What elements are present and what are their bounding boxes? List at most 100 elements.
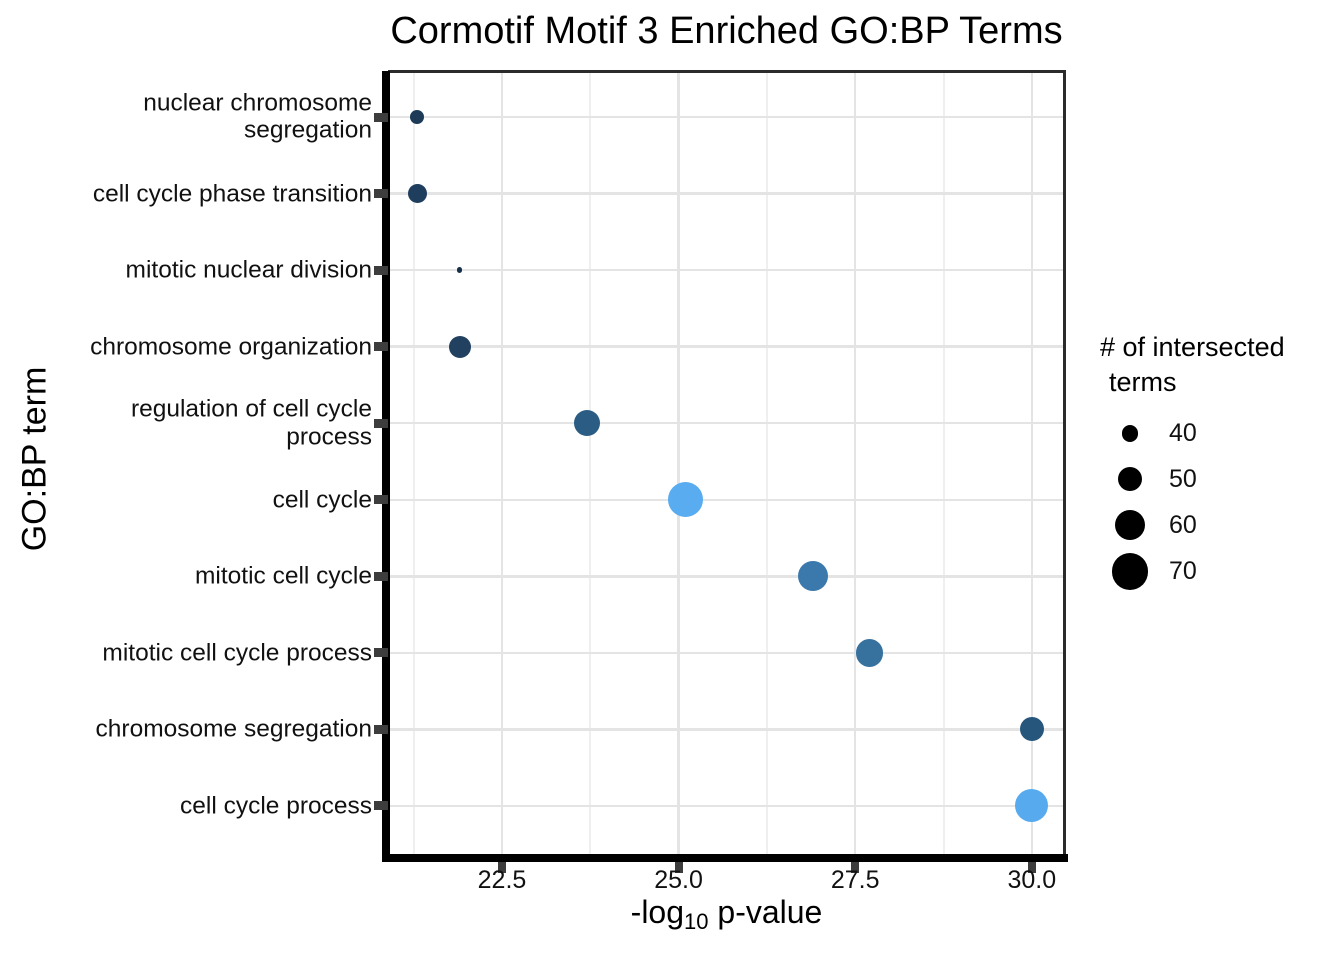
- y-axis-label-line: process: [286, 423, 372, 451]
- y-axis-label-line: nuclear chromosome: [143, 89, 372, 117]
- y-axis-label-line: segregation: [243, 117, 372, 144]
- legend-key: [1100, 509, 1160, 541]
- minor-gridline-vertical: [412, 72, 415, 855]
- y-tick-mark: [374, 495, 388, 505]
- data-point: [668, 482, 704, 518]
- y-axis-label: cell cycle phase transition: [0, 180, 372, 207]
- legend-title-line1: # of intersected: [1100, 332, 1285, 362]
- legend-items: 40 50 60 70: [1100, 410, 1344, 594]
- chart-title: Cormotif Motif 3 Enriched GO:BP Terms: [390, 10, 1063, 52]
- major-gridline-horizontal: [390, 192, 1063, 195]
- y-axis-label: nuclear chromosome segregation: [0, 90, 372, 145]
- data-point: [448, 335, 471, 358]
- y-axis-label-line: chromosome organization: [90, 332, 372, 360]
- y-axis-label: mitotic cell cycle process: [0, 639, 372, 666]
- data-point: [797, 561, 828, 592]
- x-tick-mark: [1027, 862, 1036, 873]
- legend-value-label: 40: [1169, 418, 1197, 447]
- y-axis-label-line: mitotic nuclear division: [125, 256, 372, 284]
- y-axis-label: cell cycle process: [0, 792, 372, 819]
- legend-title: # of intersected terms: [1100, 330, 1344, 400]
- y-axis-label: chromosome organization: [0, 333, 372, 360]
- data-point: [456, 267, 463, 273]
- y-tick-mark: [374, 265, 388, 275]
- y-tick-mark: [374, 571, 388, 581]
- x-tick-label: 22.5: [477, 866, 527, 894]
- legend-key-circle: [1118, 467, 1142, 492]
- y-axis-line: [382, 71, 390, 862]
- y-axis-label-line: cell cycle phase transition: [92, 179, 372, 207]
- y-tick-mark: [374, 342, 388, 352]
- legend-key-circle: [1111, 552, 1149, 590]
- y-tick-mark: [374, 801, 388, 811]
- legend-value-label: 70: [1169, 556, 1197, 585]
- size-legend: # of intersected terms 40 50 60 70: [1100, 330, 1344, 594]
- major-gridline-vertical: [1030, 72, 1034, 855]
- panel-border-right: [1063, 70, 1066, 858]
- x-axis-title-prefix: -log: [630, 894, 685, 930]
- y-axis-label: cell cycle: [0, 486, 372, 513]
- major-gridline-horizontal: [390, 804, 1063, 808]
- data-point: [573, 410, 600, 437]
- legend-item: 70: [1100, 548, 1344, 594]
- x-tick-label: 30.0: [1007, 866, 1057, 894]
- x-axis-line: [382, 854, 1068, 862]
- major-gridline-vertical: [853, 72, 857, 855]
- legend-item: 50: [1100, 456, 1344, 502]
- x-tick-label: 25.0: [654, 866, 703, 894]
- y-tick-mark: [374, 418, 388, 428]
- x-axis-title-subscript: 10: [684, 909, 709, 934]
- y-axis-label: mitotic nuclear division: [0, 256, 372, 283]
- data-point: [1019, 717, 1044, 742]
- data-point: [1015, 789, 1049, 823]
- y-axis-label: mitotic cell cycle: [0, 563, 372, 590]
- major-gridline-horizontal: [390, 728, 1063, 731]
- x-axis-title-suffix: p-value: [708, 894, 823, 930]
- panel-border-top: [388, 70, 1066, 73]
- legend-item: 40: [1100, 410, 1344, 456]
- y-axis-label-line: cell cycle process: [180, 792, 372, 820]
- minor-gridline-vertical: [589, 72, 592, 855]
- y-axis-label-line: mitotic cell cycle process: [102, 639, 372, 667]
- data-point: [410, 109, 425, 125]
- major-gridline-vertical: [677, 72, 680, 855]
- legend-value-label: 50: [1169, 464, 1197, 493]
- legend-key: [1100, 424, 1160, 442]
- y-tick-mark: [374, 112, 388, 122]
- data-point: [855, 639, 883, 667]
- y-axis-label-line: cell cycle: [272, 486, 372, 514]
- data-point: [407, 184, 427, 204]
- legend-value-label: 60: [1169, 510, 1197, 539]
- x-axis-title: -log10 p-value: [390, 894, 1063, 934]
- legend-item: 60: [1100, 502, 1344, 548]
- major-gridline-horizontal: [390, 498, 1063, 501]
- y-axis-label: regulation of cell cycle process: [0, 396, 372, 451]
- major-gridline-horizontal: [390, 268, 1063, 272]
- major-gridline-horizontal: [390, 421, 1063, 425]
- y-tick-mark: [374, 189, 388, 199]
- x-tick-label: 27.5: [830, 866, 880, 894]
- y-axis-label-line: regulation of cell cycle: [130, 395, 372, 423]
- y-axis-label-line: mitotic cell cycle: [195, 562, 372, 590]
- legend-title-line2: terms: [1109, 367, 1177, 398]
- y-axis-title: GO:BP term: [15, 366, 54, 552]
- y-axis-label-line: chromosome segregation: [95, 715, 372, 743]
- legend-key-circle: [1121, 424, 1139, 442]
- major-gridline-vertical: [500, 72, 504, 855]
- major-gridline-horizontal: [390, 115, 1063, 119]
- legend-key: [1100, 467, 1160, 492]
- plot-panel: [390, 72, 1063, 855]
- minor-gridline-vertical: [942, 72, 945, 855]
- major-gridline-horizontal: [390, 345, 1063, 348]
- x-tick-mark: [851, 862, 860, 873]
- legend-key: [1100, 552, 1160, 590]
- x-tick-mark: [498, 862, 506, 873]
- major-gridline-horizontal: [390, 651, 1063, 655]
- minor-gridline-vertical: [765, 72, 768, 855]
- y-tick-mark: [374, 724, 388, 734]
- y-axis-label: chromosome segregation: [0, 716, 372, 743]
- y-tick-mark: [374, 648, 388, 658]
- x-tick-mark: [674, 862, 683, 873]
- major-gridline-horizontal: [390, 575, 1063, 578]
